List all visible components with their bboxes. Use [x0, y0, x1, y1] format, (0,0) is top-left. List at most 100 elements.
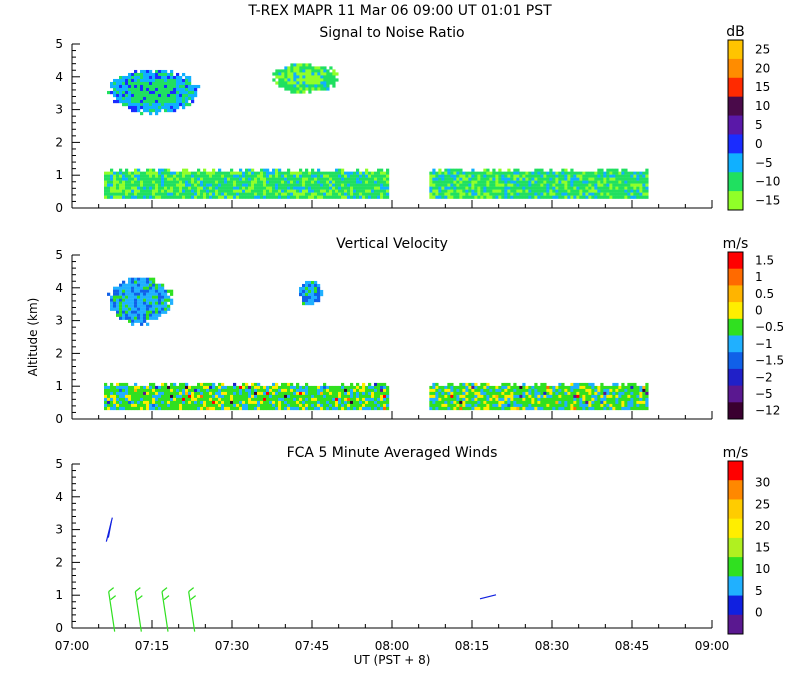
heatmap-cell — [161, 84, 165, 89]
heatmap-cell — [582, 183, 586, 187]
heatmap-cell — [630, 394, 634, 399]
heatmap-cell — [227, 391, 231, 396]
x-tick-label: 08:45 — [615, 639, 650, 653]
heatmap-cell — [230, 403, 234, 408]
heatmap-cell — [525, 183, 529, 187]
heatmap-cell — [308, 84, 312, 88]
heatmap-cell — [188, 84, 192, 89]
heatmap-cell — [158, 171, 162, 175]
heatmap-cell — [305, 298, 309, 303]
heatmap-cell — [179, 397, 183, 402]
heatmap-cell — [320, 397, 324, 402]
heatmap-cell — [582, 397, 586, 402]
heatmap-cell — [377, 192, 381, 196]
heatmap-cell — [489, 385, 493, 390]
heatmap-cell — [525, 180, 529, 184]
heatmap-cell — [459, 397, 463, 402]
heatmap-cell — [266, 177, 270, 181]
heatmap-cell — [293, 192, 297, 196]
heatmap-cell — [161, 81, 165, 86]
heatmap-cell — [224, 189, 228, 193]
heatmap-cell — [555, 406, 559, 411]
heatmap-cell — [260, 168, 264, 172]
heatmap-cell — [218, 391, 222, 396]
heatmap-cell — [179, 180, 183, 184]
heatmap-cell — [116, 195, 120, 199]
heatmap-cell — [233, 397, 237, 402]
heatmap-cell — [149, 292, 153, 296]
heatmap-cell — [374, 183, 378, 187]
heatmap-cell — [245, 382, 249, 387]
heatmap-cell — [462, 174, 466, 178]
heatmap-cell — [380, 189, 384, 193]
heatmap-cell — [182, 93, 186, 98]
heatmap-cell — [140, 316, 144, 320]
heatmap-cell — [543, 189, 547, 193]
heatmap-cell — [149, 105, 153, 110]
heatmap-cell — [221, 189, 225, 193]
heatmap-cell — [435, 403, 439, 408]
heatmap-cell — [293, 81, 297, 85]
heatmap-cell — [173, 102, 177, 107]
heatmap-cell — [308, 403, 312, 408]
heatmap-cell — [308, 75, 312, 79]
heatmap-cell — [245, 168, 249, 172]
heatmap-cell — [447, 183, 451, 187]
heatmap-cell — [510, 385, 514, 390]
heatmap-cell — [543, 403, 547, 408]
heatmap-cell — [206, 183, 210, 187]
heatmap-cell — [438, 192, 442, 196]
heatmap-cell — [173, 183, 177, 187]
heatmap-cell — [164, 292, 168, 296]
heatmap-cell — [438, 180, 442, 184]
heatmap-cell — [128, 400, 132, 405]
heatmap-cell — [122, 177, 126, 181]
heatmap-cell — [188, 397, 192, 402]
heatmap-cell — [233, 406, 237, 411]
heatmap-cell — [429, 189, 433, 193]
colorbar-label: −2 — [755, 370, 773, 384]
colorbar-swatch — [728, 518, 743, 539]
heatmap-cell — [218, 397, 222, 402]
heatmap-cell — [540, 171, 544, 175]
wind-barb — [188, 587, 197, 632]
heatmap-cell — [269, 177, 273, 181]
barb-flag — [134, 587, 141, 593]
heatmap-cell — [444, 397, 448, 402]
heatmap-cell — [128, 280, 132, 284]
heatmap-cell — [302, 186, 306, 190]
heatmap-cell — [173, 406, 177, 411]
heatmap-cell — [453, 180, 457, 184]
heatmap-cell — [308, 90, 312, 94]
heatmap-cell — [209, 177, 213, 181]
heatmap-cell — [110, 304, 114, 308]
heatmap-cell — [386, 192, 390, 196]
heatmap-cell — [317, 75, 321, 79]
heatmap-cell — [353, 174, 357, 178]
heatmap-cell — [615, 186, 619, 190]
heatmap-cell — [284, 84, 288, 88]
heatmap-cell — [173, 99, 177, 104]
heatmap-cell — [359, 174, 363, 178]
heatmap-cell — [155, 108, 159, 113]
heatmap-cell — [459, 168, 463, 172]
heatmap-cell — [483, 189, 487, 193]
heatmap-cell — [600, 406, 604, 411]
heatmap-cell — [645, 403, 649, 408]
heatmap-cell — [299, 174, 303, 178]
heatmap-cell — [110, 301, 114, 305]
heatmap-cell — [188, 93, 192, 98]
heatmap-cell — [462, 186, 466, 190]
heatmap-cell — [570, 192, 574, 196]
heatmap-cell — [456, 400, 460, 405]
heatmap-cell — [149, 295, 153, 299]
heatmap-cell — [359, 192, 363, 196]
heatmap-cell — [609, 388, 613, 393]
heatmap-cell — [257, 174, 261, 178]
heatmap-cell — [155, 69, 159, 74]
heatmap-cell — [134, 81, 138, 86]
heatmap-cell — [284, 72, 288, 76]
heatmap-cell — [522, 391, 526, 396]
heatmap-cell — [296, 72, 300, 76]
heatmap-cell — [128, 283, 132, 287]
